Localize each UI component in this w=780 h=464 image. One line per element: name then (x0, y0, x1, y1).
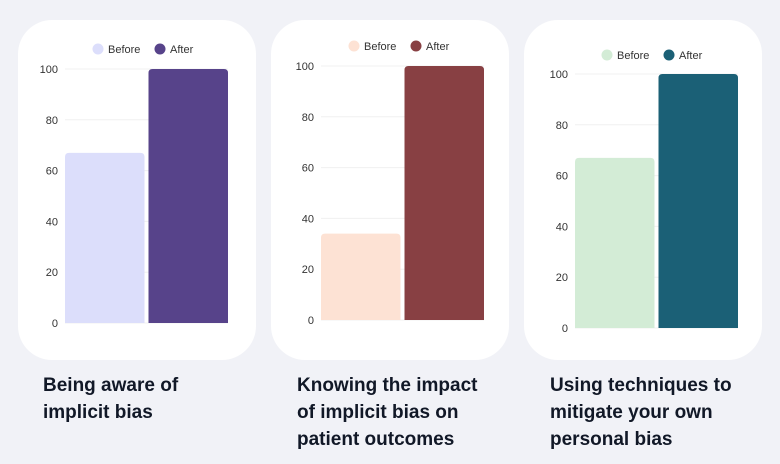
bar-before (321, 233, 401, 320)
y-tick-label: 100 (40, 64, 58, 76)
bar-chart-1: Before After 0 20 40 60 80 100 (40, 43, 228, 330)
legend-label-before: Before (617, 50, 649, 62)
bar-before (65, 152, 145, 323)
chart-caption-2: Knowing the impact of implicit bias on p… (297, 375, 478, 450)
chart-panel-3: Before After 0 20 40 60 80 100 (524, 20, 762, 360)
y-tick-label: 100 (550, 69, 568, 81)
y-tick-label: 20 (46, 267, 58, 279)
bar-chart-2: Before After 0 20 40 60 80 100 (296, 40, 484, 327)
y-tick-label: 100 (296, 61, 314, 73)
y-tick-label: 40 (302, 213, 314, 225)
legend-swatch-after (154, 43, 166, 55)
y-tick-label: 60 (302, 163, 314, 175)
y-tick-label: 0 (308, 315, 314, 327)
legend-label-after: After (679, 50, 703, 62)
legend-label-before: Before (108, 44, 140, 56)
chart-caption-3: Using techniques to mitigate your own pe… (550, 375, 732, 450)
legend-swatch-before (601, 49, 613, 61)
bar-after (404, 66, 484, 320)
chart-panel-2: Before After 0 20 40 60 80 100 (271, 20, 509, 360)
y-tick-label: 0 (52, 318, 58, 330)
bar-before (575, 157, 655, 328)
y-tick-label: 20 (556, 272, 568, 284)
y-tick-label: 60 (556, 171, 568, 183)
legend-swatch-before (92, 43, 104, 55)
legend-swatch-before (348, 40, 360, 52)
y-tick-label: 40 (46, 216, 58, 228)
y-tick-label: 40 (556, 221, 568, 233)
bar-chart-3: Before After 0 20 40 60 80 100 (550, 49, 738, 335)
chart-caption-1: Being aware of implicit bias (43, 375, 179, 423)
y-tick-label: 60 (46, 166, 58, 178)
legend-label-after: After (170, 44, 194, 56)
legend: Before After (601, 49, 703, 62)
legend-swatch-after (663, 49, 675, 61)
y-tick-label: 80 (46, 115, 58, 127)
y-tick-label: 80 (556, 120, 568, 132)
y-tick-label: 20 (302, 264, 314, 276)
y-tick-label: 80 (302, 112, 314, 124)
bar-after (148, 69, 228, 323)
y-tick-label: 0 (562, 323, 568, 335)
legend-label-before: Before (364, 41, 396, 53)
legend-label-after: After (426, 41, 450, 53)
legend-swatch-after (410, 40, 422, 52)
chart-panel-1: Before After 0 20 40 60 80 100 (18, 20, 256, 360)
bar-after (658, 74, 738, 328)
legend: Before After (348, 40, 450, 53)
legend: Before After (92, 43, 194, 56)
